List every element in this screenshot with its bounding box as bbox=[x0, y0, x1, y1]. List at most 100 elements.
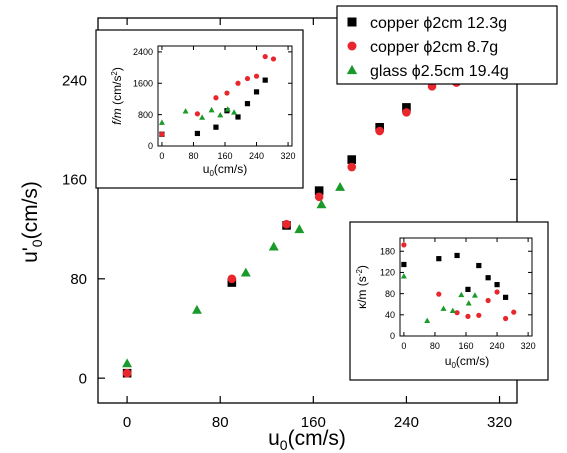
y-title-sub: 0 bbox=[29, 239, 45, 247]
x-tick-label: 160 bbox=[458, 341, 473, 351]
data-point bbox=[158, 119, 165, 125]
x-title-main: u bbox=[203, 162, 210, 176]
y-title-close: ) bbox=[355, 265, 369, 269]
y-title-main: u' bbox=[19, 247, 42, 263]
data-point bbox=[494, 282, 500, 288]
x-tick-label: 0 bbox=[401, 341, 406, 351]
y-title-main: f/m bbox=[110, 108, 124, 125]
y-title-sup: 2 bbox=[110, 71, 119, 76]
data-point bbox=[476, 312, 482, 318]
legend-label-2: glass ϕ2.5cm 19.4g bbox=[370, 63, 509, 80]
data-point bbox=[235, 114, 241, 120]
inset-2-x-title: u0(cm/s) bbox=[445, 354, 489, 370]
data-point bbox=[503, 294, 509, 300]
x-tick-label: 0 bbox=[123, 414, 131, 431]
y-tick-label: 0 bbox=[390, 331, 395, 341]
data-point bbox=[235, 80, 241, 86]
data-point bbox=[440, 305, 447, 311]
y-title-sup: -2 bbox=[355, 269, 364, 277]
data-point bbox=[294, 224, 305, 234]
data-point bbox=[253, 89, 260, 95]
series-2 bbox=[158, 106, 238, 125]
data-point bbox=[213, 124, 219, 130]
x-tick-label: 320 bbox=[487, 414, 512, 431]
data-point bbox=[465, 300, 472, 306]
y-tick-label: 160 bbox=[62, 172, 87, 189]
x-tick-label: 240 bbox=[394, 414, 419, 431]
x-title-unit: (cm/s) bbox=[288, 427, 346, 450]
y-tick-label: 120 bbox=[380, 268, 395, 278]
x-title-sub: 0 bbox=[280, 437, 288, 453]
x-tick-label: 320 bbox=[521, 341, 536, 351]
data-point bbox=[270, 56, 277, 62]
y-tick-label: 240 bbox=[62, 72, 87, 89]
x-tick-label: 80 bbox=[430, 341, 440, 351]
x-title-main: u bbox=[268, 427, 280, 450]
x-tick-label: 320 bbox=[281, 151, 296, 161]
data-point bbox=[194, 130, 201, 137]
series-1 bbox=[159, 53, 277, 137]
x-tick-label: 80 bbox=[188, 151, 198, 161]
data-point bbox=[335, 181, 346, 191]
data-point bbox=[244, 101, 251, 107]
data-point bbox=[268, 241, 279, 251]
y-title-main: κ/m bbox=[355, 290, 369, 309]
legend-label-0: copper ϕ2cm 12.3g bbox=[370, 15, 507, 32]
y-tick-label: 40 bbox=[385, 310, 395, 320]
x-title-unit: (cm/s) bbox=[214, 162, 247, 176]
x-title-sub: 0 bbox=[209, 169, 214, 178]
data-point bbox=[401, 261, 407, 268]
series-1 bbox=[401, 242, 517, 322]
x-tick-label: 240 bbox=[249, 151, 264, 161]
data-point bbox=[208, 106, 215, 113]
data-point bbox=[485, 297, 491, 304]
data-point bbox=[231, 109, 238, 115]
x-tick-label: 80 bbox=[212, 414, 229, 431]
data-point bbox=[282, 219, 291, 229]
data-point bbox=[458, 291, 465, 298]
y-tick-label: 80 bbox=[70, 271, 87, 288]
data-point bbox=[240, 267, 251, 277]
data-point bbox=[347, 162, 357, 172]
data-point bbox=[224, 106, 231, 112]
y-title-close: ) bbox=[110, 67, 124, 71]
data-point bbox=[436, 256, 442, 262]
x-title-main: u bbox=[445, 354, 452, 368]
x-title-sub: 0 bbox=[451, 361, 456, 370]
y-tick-label: 2400 bbox=[133, 47, 153, 57]
data-point bbox=[375, 126, 384, 136]
data-point bbox=[347, 155, 357, 164]
legend-marker-1 bbox=[347, 41, 357, 51]
data-point bbox=[314, 192, 324, 202]
inset-2-y-title: κ/m (s-2) bbox=[355, 265, 369, 309]
data-point bbox=[224, 90, 230, 96]
data-point bbox=[402, 103, 411, 112]
data-point bbox=[262, 77, 268, 83]
data-point bbox=[400, 273, 407, 279]
data-point bbox=[244, 75, 251, 82]
data-point bbox=[436, 291, 442, 297]
y-axis-title: u'0(cm/s) bbox=[19, 181, 45, 263]
y-tick-label: 0 bbox=[79, 370, 87, 387]
data-point bbox=[485, 275, 491, 281]
data-point bbox=[424, 317, 431, 324]
data-point bbox=[454, 310, 460, 316]
x-tick-label: 160 bbox=[301, 414, 326, 431]
y-title-unit: (cm/s bbox=[110, 76, 124, 109]
data-point bbox=[476, 262, 482, 269]
y-title-unit: (s bbox=[355, 276, 369, 289]
series-0 bbox=[401, 252, 509, 300]
y-tick-label: 180 bbox=[380, 246, 395, 256]
y-tick-label: 0 bbox=[148, 141, 153, 151]
y-tick-label: 80 bbox=[385, 289, 395, 299]
inset-1-x-title: u0(cm/s) bbox=[203, 162, 247, 178]
data-point bbox=[217, 112, 224, 118]
data-point bbox=[227, 274, 237, 284]
x-title-unit: (cm/s) bbox=[456, 354, 489, 368]
legend-box bbox=[336, 5, 558, 85]
data-point bbox=[511, 309, 517, 315]
legend-marker-2 bbox=[346, 64, 358, 75]
data-point bbox=[471, 292, 478, 298]
